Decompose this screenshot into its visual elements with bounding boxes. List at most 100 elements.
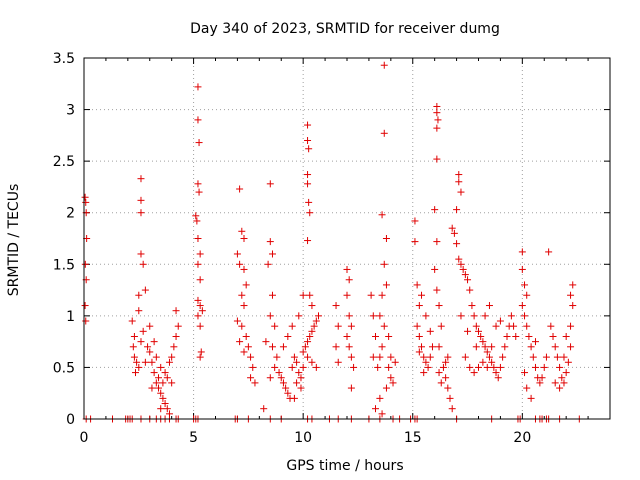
y-tick-label: 2 — [66, 206, 75, 222]
y-tick-label: 3.5 — [53, 51, 75, 67]
data-point — [426, 327, 434, 335]
data-point — [194, 312, 202, 320]
data-point — [157, 363, 165, 371]
data-point — [499, 353, 507, 361]
data-point — [457, 312, 465, 320]
data-point — [387, 374, 395, 382]
data-point — [242, 332, 250, 340]
data-point — [130, 353, 138, 361]
data-point — [273, 353, 281, 361]
data-point — [194, 83, 202, 91]
data-point — [518, 302, 526, 310]
data-point — [369, 353, 377, 361]
data-point — [157, 405, 165, 413]
data-point — [435, 369, 443, 377]
data-point — [418, 291, 426, 299]
data-point — [284, 389, 292, 397]
data-point — [457, 188, 465, 196]
data-point — [464, 276, 472, 284]
data-point — [315, 312, 323, 320]
data-point — [247, 374, 255, 382]
data-point — [538, 374, 546, 382]
data-point — [385, 332, 393, 340]
data-point — [198, 307, 206, 315]
data-point — [271, 322, 279, 330]
data-point — [195, 188, 203, 196]
data-point — [525, 332, 533, 340]
data-point — [420, 353, 428, 361]
data-point — [433, 238, 441, 246]
data-point — [266, 374, 274, 382]
data-point — [510, 322, 518, 330]
data-point — [345, 276, 353, 284]
y-axis-label: SRMTID / TECUs — [6, 184, 22, 297]
data-point — [521, 312, 529, 320]
data-point — [455, 178, 463, 186]
data-point — [413, 281, 421, 289]
data-point — [439, 363, 447, 371]
data-point — [128, 317, 136, 325]
data-point — [442, 358, 450, 366]
data-point — [304, 171, 312, 179]
data-points — [81, 61, 583, 423]
data-point — [150, 338, 158, 346]
data-point — [492, 322, 500, 330]
data-point — [135, 307, 143, 315]
data-point — [475, 327, 482, 335]
data-point — [472, 343, 480, 351]
data-point — [163, 405, 171, 413]
data-point — [444, 353, 452, 361]
data-point — [306, 209, 314, 217]
data-point — [168, 379, 176, 387]
data-point — [485, 353, 493, 361]
data-point — [492, 369, 500, 377]
data-point — [477, 332, 485, 340]
data-point — [141, 286, 149, 294]
data-point — [347, 384, 355, 392]
data-point — [387, 353, 395, 361]
data-point — [433, 109, 441, 117]
data-point — [249, 363, 257, 371]
data-point — [137, 338, 145, 346]
data-point — [426, 353, 434, 361]
data-point — [279, 379, 287, 387]
data-point — [549, 332, 557, 340]
chart-title: Day 340 of 2023, SRMTID for receiver dum… — [190, 21, 500, 37]
data-point — [420, 369, 428, 377]
data-point — [159, 379, 167, 387]
data-point — [196, 250, 204, 258]
data-point — [551, 343, 559, 351]
data-point — [312, 363, 320, 371]
data-point — [293, 379, 301, 387]
data-point — [380, 61, 388, 69]
data-point — [157, 389, 165, 397]
data-point — [424, 363, 432, 371]
data-point — [367, 291, 375, 299]
data-point — [238, 291, 246, 299]
data-point — [299, 363, 307, 371]
data-point — [238, 227, 246, 235]
data-point — [146, 322, 154, 330]
data-point — [540, 363, 548, 371]
data-point — [378, 343, 386, 351]
data-point — [137, 250, 145, 258]
data-point — [560, 353, 568, 361]
data-point — [551, 379, 559, 387]
data-point — [518, 248, 526, 256]
data-point — [233, 317, 241, 325]
data-point — [422, 312, 430, 320]
data-point — [240, 348, 248, 356]
data-point — [455, 255, 463, 263]
data-point — [479, 338, 487, 346]
data-point — [148, 358, 156, 366]
data-point — [275, 369, 283, 377]
data-point — [378, 291, 386, 299]
data-point — [527, 343, 535, 351]
data-point — [343, 332, 351, 340]
data-point — [305, 198, 313, 206]
data-point — [466, 286, 474, 294]
data-point — [172, 307, 180, 315]
data-point — [165, 358, 173, 366]
data-point — [152, 379, 160, 387]
